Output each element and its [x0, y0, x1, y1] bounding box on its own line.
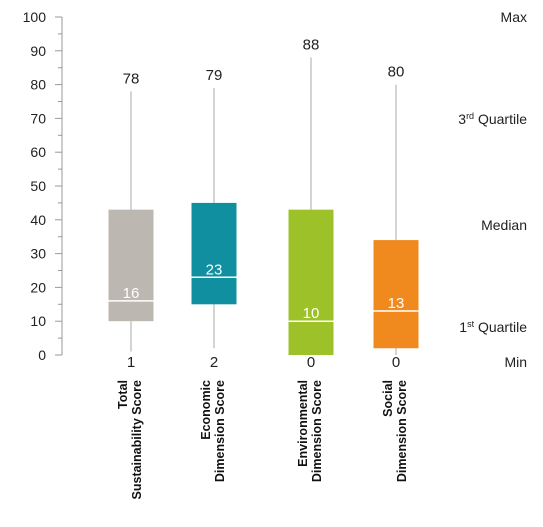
legend-max: Max: [501, 9, 527, 25]
iqr-box: [373, 240, 419, 349]
min-value-label: 2: [210, 354, 218, 371]
min-value-label: 1: [127, 354, 135, 371]
y-tick-label: 10: [30, 313, 46, 329]
y-tick-label: 20: [30, 279, 46, 295]
category-label-line: Social: [381, 380, 395, 417]
max-value-label: 79: [206, 67, 223, 84]
category-label-line: Dimension Score: [213, 380, 227, 482]
min-value-label: 0: [307, 354, 315, 371]
y-tick-label: 90: [30, 43, 46, 59]
category-label-line: Dimension Score: [310, 380, 324, 482]
legend-median: Median: [481, 217, 527, 233]
legend-label: Max: [501, 9, 527, 25]
y-tick-label: 70: [30, 110, 46, 126]
category-label: EnvironmentalDimension Score: [296, 380, 324, 482]
y-tick-label: 100: [23, 9, 47, 25]
median-value-label: 23: [206, 261, 223, 278]
iqr-box: [191, 202, 237, 305]
max-value-label: 78: [123, 70, 140, 87]
legend-sup: st: [467, 319, 475, 329]
legend-min: Min: [504, 354, 527, 370]
legend-sup: rd: [466, 111, 474, 121]
category-labels: TotalSustainability Score EconomicDimensi…: [116, 380, 409, 500]
legend-label: Min: [504, 354, 527, 370]
y-tick-label: 50: [30, 178, 46, 194]
max-value-label: 88: [303, 37, 320, 54]
median-value-label: 16: [123, 285, 140, 302]
quartile-legend: Max 3rd Quartile Median 1st Quartile Min: [458, 9, 527, 370]
category-label: TotalSustainability Score: [116, 380, 144, 500]
category-label-line: Economic: [199, 380, 213, 440]
category-label-line: Dimension Score: [395, 380, 409, 482]
box-series-2: 79 23 2: [191, 67, 237, 371]
box-series-4: 80 13 0: [373, 64, 419, 371]
y-tick-label: 40: [30, 212, 46, 228]
iqr-box: [108, 209, 154, 322]
median-value-label: 10: [303, 305, 320, 322]
legend-q1: 1st Quartile: [459, 319, 527, 335]
legend-label: Median: [481, 217, 527, 233]
category-label-line: Sustainability Score: [130, 380, 144, 500]
category-label: EconomicDimension Score: [199, 380, 227, 482]
box-series-1: 78 16 1: [108, 70, 154, 371]
boxes: 78 16 1 79 23 2 88 10 0 80 13 0: [108, 37, 419, 371]
category-label-line: Total: [116, 380, 130, 409]
iqr-box: [288, 209, 334, 355]
legend-rest: Quartile: [474, 319, 527, 335]
category-label: SocialDimension Score: [381, 380, 409, 482]
y-tick-label: 30: [30, 246, 46, 262]
y-tick-label: 80: [30, 77, 46, 93]
median-value-label: 13: [388, 295, 405, 312]
category-label-line: Environmental: [296, 380, 310, 467]
max-value-label: 80: [388, 64, 405, 81]
min-value-label: 0: [392, 354, 400, 371]
legend-q3: 3rd Quartile: [458, 111, 527, 127]
y-axis: 0 10 20 30 40 50 60 70 80 90 100: [23, 9, 63, 363]
y-tick-label: 60: [30, 144, 46, 160]
y-tick-label: 0: [38, 347, 46, 363]
legend-label: 3: [458, 111, 466, 127]
legend-rest: Quartile: [474, 111, 527, 127]
legend-label: 1: [459, 319, 467, 335]
box-series-3: 88 10 0: [288, 37, 334, 371]
